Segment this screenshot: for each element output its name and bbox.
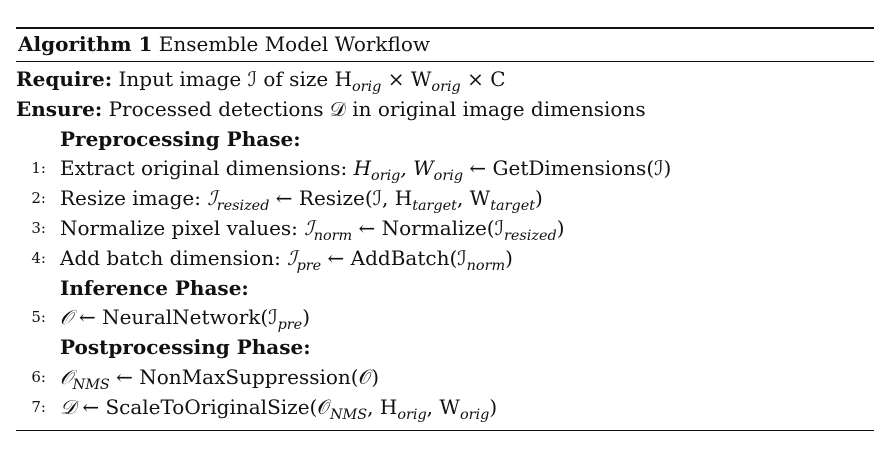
require-line: Require: Input image ℐ of size Horig × W… (16, 65, 874, 95)
step-number: 6: (31, 367, 46, 386)
step-statement: Normalize pixel values: ℐnorm ← Normaliz… (60, 215, 565, 245)
step-number: 4: (31, 248, 46, 267)
step-1: 1: Extract original dimensions: Horig, W… (16, 154, 874, 184)
require-text: Input image ℐ of size Horig × Worig × C (118, 67, 506, 96)
caption-rule (16, 61, 874, 62)
step-number: 2: (31, 189, 46, 208)
algorithm-caption: Algorithm 1 Ensemble Model Workflow (16, 29, 874, 61)
ensure-keyword: Ensure: (16, 96, 103, 121)
bottom-rule (16, 430, 874, 431)
step-statement: 𝒪NMS ← NonMaxSuppression(𝒪) (60, 364, 380, 393)
step-3: 3: Normalize pixel values: ℐnorm ← Norma… (16, 214, 874, 244)
step-number: 5: (31, 308, 46, 327)
phase-postprocessing: Postprocessing Phase: (60, 335, 311, 360)
step-number: 7: (31, 397, 46, 416)
step-5: 5: 𝒪 ← NeuralNetwork(ℐpre) (16, 303, 874, 333)
step-7: 7: 𝒟 ← ScaleToOriginalSize(𝒪NMS, Horig, … (16, 393, 874, 423)
step-number: 3: (31, 218, 46, 237)
algorithm-label: Algorithm 1 (18, 32, 153, 56)
algorithm-block: Algorithm 1 Ensemble Model Workflow Requ… (16, 27, 874, 431)
top-rule (16, 27, 874, 29)
step-statement: 𝒪 ← NeuralNetwork(ℐpre) (60, 305, 311, 334)
algorithm-title: Ensemble Model Workflow (158, 32, 431, 56)
ensure-line: Ensure: Processed detections 𝒟 in origin… (16, 95, 874, 125)
step-statement: 𝒟 ← ScaleToOriginalSize(𝒪NMS, Horig, Wor… (60, 394, 498, 423)
step-statement: Resize image: ℐresized ← Resize(ℐ, Htarg… (60, 186, 543, 215)
phase-inference: Inference Phase: (60, 275, 249, 300)
step-4: 4: Add batch dimension: ℐpre ← AddBatch(… (16, 244, 874, 274)
step-number: 1: (31, 159, 46, 178)
require-keyword: Require: (16, 67, 113, 91)
ensure-text: Processed detections 𝒟 in original image… (108, 96, 646, 121)
step-2: 2: Resize image: ℐresized ← Resize(ℐ, Ht… (16, 184, 874, 214)
phase-preprocessing: Preprocessing Phase: (60, 126, 301, 151)
step-statement: Add batch dimension: ℐpre ← AddBatch(ℐno… (60, 245, 513, 274)
step-6: 6: 𝒪NMS ← NonMaxSuppression(𝒪) (16, 363, 874, 393)
step-statement: Extract original dimensions: Horig, Wori… (60, 156, 672, 185)
